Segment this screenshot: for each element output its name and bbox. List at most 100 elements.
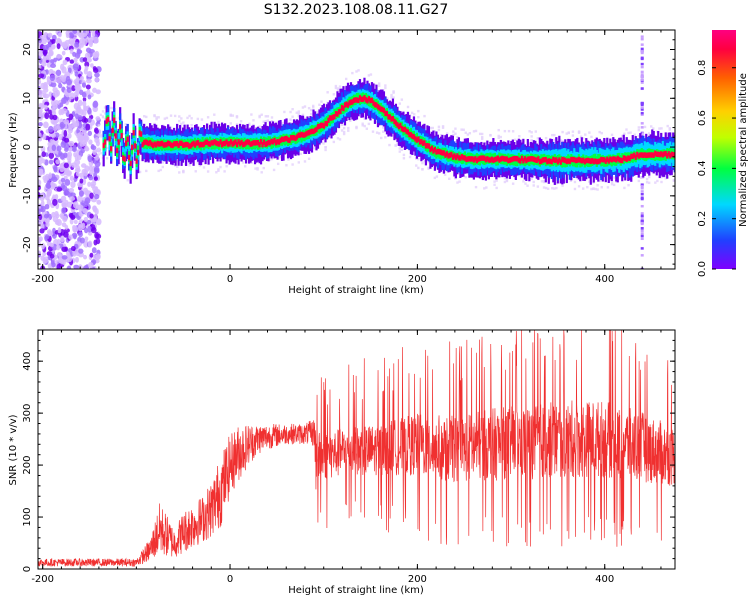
ridge-segment (562, 157, 565, 163)
ridge-segment (432, 148, 435, 154)
ridge-segment (348, 100, 351, 106)
halo-speckle (97, 147, 101, 150)
halo-speckle (363, 116, 366, 119)
ridge-segment (538, 158, 541, 165)
halo-speckle (433, 176, 437, 180)
ridge-segment (180, 140, 183, 147)
snr-xtick-label: 400 (595, 574, 614, 585)
ridge-segment (104, 139, 107, 145)
noise-speckle (86, 57, 92, 63)
ridge-segment (394, 120, 398, 126)
noise-speckle (42, 92, 47, 98)
noise-speckle (78, 32, 85, 39)
halo-speckle (429, 126, 432, 130)
spectrogram-frame (37, 29, 676, 270)
noise-speckle (90, 227, 97, 234)
ridge-segment (202, 141, 206, 147)
halo-speckle (656, 179, 659, 183)
halo-speckle (303, 105, 307, 108)
halo-speckle (575, 176, 579, 180)
halo-speckle (382, 126, 385, 129)
noise-speckle (55, 159, 61, 165)
halo-speckle (503, 180, 507, 184)
noise-speckle (73, 264, 80, 269)
noise-speckle (87, 225, 92, 233)
ridge-segment (340, 104, 344, 111)
halo-speckle (291, 163, 294, 166)
halo-speckle (437, 128, 441, 132)
noise-speckle (67, 124, 74, 130)
halo-speckle (180, 117, 183, 120)
ridge-segment (346, 102, 350, 108)
halo-speckle (435, 175, 439, 178)
halo-speckle (198, 128, 202, 131)
ridge-segment (555, 157, 558, 163)
noise-speckle (85, 84, 91, 90)
halo-speckle (377, 84, 381, 88)
ridge-segment (110, 146, 113, 152)
ridge-segment (333, 114, 336, 120)
noise-speckle (72, 30, 78, 34)
noise-speckle (44, 173, 50, 181)
halo-speckle (621, 134, 624, 138)
halo-speckle (427, 160, 430, 164)
halo-speckle (456, 181, 459, 184)
noise-speckle (81, 91, 87, 98)
ridge-segment (418, 139, 422, 145)
ridge-segment (430, 145, 434, 151)
ridge-segment (250, 141, 254, 147)
ridge-segment (573, 157, 576, 163)
halo-speckle (262, 120, 265, 123)
ridge-segment (354, 97, 357, 103)
noise-speckle (64, 137, 70, 143)
noise-speckle (56, 53, 62, 59)
noise-speckle (58, 83, 63, 89)
ridge-segment (433, 146, 437, 153)
ridge-segment (237, 139, 240, 145)
ridge-segment (301, 132, 305, 138)
ridge-segment (303, 132, 306, 138)
ridge-segment (179, 140, 182, 146)
halo-speckle (650, 125, 653, 128)
halo-speckle (382, 130, 385, 133)
halo-speckle (627, 131, 630, 135)
noise-speckle (72, 201, 79, 209)
noise-speckle (46, 80, 52, 85)
ridge-segment (370, 97, 374, 103)
noise-speckle (61, 50, 66, 56)
halo-speckle (161, 161, 164, 164)
halo-speckle (544, 136, 548, 140)
halo-speckle (285, 164, 288, 167)
ridge-segment (654, 150, 657, 156)
ridge-segment (225, 139, 228, 145)
noise-speckle (90, 145, 97, 151)
noise-speckle (72, 250, 77, 257)
noise-speckle (60, 195, 67, 202)
ridge-segment (462, 155, 465, 161)
ridge-segment (643, 152, 646, 158)
ridge-segment (670, 151, 673, 157)
ridge-segment (397, 123, 401, 130)
halo-speckle (254, 167, 257, 170)
halo-speckle (126, 179, 129, 182)
halo-speckle (287, 158, 290, 161)
ridge-segment (219, 139, 222, 145)
ridge-segment (176, 140, 179, 147)
artifact-speckle (640, 186, 644, 190)
halo-speckle (338, 85, 342, 88)
artifact-speckle (640, 43, 644, 46)
noise-speckle (47, 32, 53, 38)
halo-speckle (324, 148, 327, 152)
noise-speckle (61, 246, 68, 253)
ridge-segment (375, 102, 378, 108)
ridge-segment (480, 155, 483, 161)
ridge-segment (241, 141, 245, 148)
noise-speckle (52, 102, 58, 109)
halo-speckle (101, 116, 105, 119)
ridge-segment (609, 156, 612, 162)
noise-speckle (71, 85, 76, 92)
noise-speckle (48, 41, 52, 49)
ridge-segment (625, 156, 628, 162)
halo-speckle (301, 113, 305, 117)
halo-speckle (413, 113, 416, 116)
